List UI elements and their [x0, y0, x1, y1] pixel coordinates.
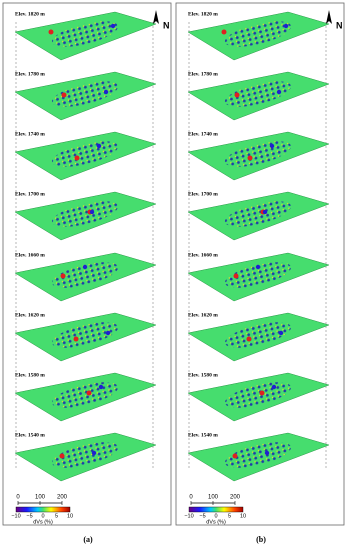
- colorbar: [15, 506, 71, 513]
- panel-frame: [175, 2, 345, 526]
- anomaly-spot: [283, 23, 289, 29]
- colorbar-tick-label: 0: [214, 513, 217, 519]
- anomaly-spot: [269, 143, 275, 149]
- velocity-anomaly: [224, 262, 292, 288]
- scale-label: 100: [35, 495, 46, 501]
- velocity-anomaly: [51, 81, 119, 107]
- colorbar: [188, 506, 244, 513]
- colorbar-tick-label: 10: [67, 513, 73, 519]
- north-arrow: [153, 10, 159, 24]
- colorbar-label: dVs (%): [33, 519, 53, 525]
- elevation-label: Elev. 1580 m: [188, 372, 218, 378]
- elevation-label: Elev. 1700 m: [188, 191, 218, 197]
- anomaly-spot: [110, 23, 116, 29]
- anomaly-spot: [60, 273, 66, 279]
- velocity-anomaly: [51, 141, 119, 167]
- anomaly-spot: [234, 92, 240, 98]
- velocity-anomaly: [51, 201, 119, 227]
- colorbar-tick-label: −10: [11, 513, 20, 519]
- anomaly-spot: [89, 209, 95, 215]
- anomaly-spot: [59, 453, 65, 459]
- elevation-label: Elev. 1740 m: [15, 131, 45, 137]
- colorbar-tick-label: 5: [228, 513, 231, 519]
- elevation-label: Elev. 1620 m: [188, 312, 218, 318]
- anomaly-spot: [255, 264, 261, 270]
- anomaly-spot: [61, 92, 67, 98]
- anomaly-spot: [98, 384, 104, 390]
- compass-label: N: [336, 20, 343, 30]
- anomaly-spot: [96, 143, 102, 149]
- anomaly-spot: [247, 155, 253, 161]
- anomaly-spot: [74, 155, 80, 161]
- elevation-label: Elev. 1700 m: [15, 191, 45, 197]
- velocity-anomaly: [51, 442, 119, 468]
- anomaly-spot: [259, 390, 265, 396]
- elevation-label: Elev. 1820 m: [15, 11, 45, 17]
- anomaly-spot: [221, 29, 227, 35]
- panel-label: (a): [83, 535, 93, 544]
- compass-label: N: [163, 20, 170, 30]
- anomaly-spot: [103, 89, 109, 95]
- colorbar-tick-label: 0: [41, 513, 44, 519]
- anomaly-spot: [48, 29, 54, 35]
- anomaly-spot: [91, 450, 97, 456]
- scale-label: 0: [189, 495, 193, 501]
- scale-label: 200: [230, 495, 241, 501]
- colorbar-tick-label: −10: [184, 513, 193, 519]
- anomaly-spot: [278, 330, 284, 336]
- elevation-label: Elev. 1620 m: [15, 312, 45, 318]
- colorbar-tick-label: 5: [55, 513, 58, 519]
- velocity-anomaly: [224, 141, 292, 167]
- anomaly-spot: [232, 453, 238, 459]
- elevation-label: Elev. 1820 m: [188, 11, 218, 17]
- colorbar-tick-label: −5: [199, 513, 205, 519]
- velocity-anomaly: [224, 322, 292, 348]
- anomaly-spot: [86, 390, 92, 396]
- panel-frame: [2, 2, 172, 526]
- velocity-anomaly: [224, 442, 292, 468]
- anomaly-spot: [271, 384, 277, 390]
- velocity-anomaly: [51, 21, 119, 47]
- anomaly-spot: [246, 336, 252, 342]
- anomaly-spot: [264, 450, 270, 456]
- colorbar-label: dVs (%): [206, 519, 226, 525]
- velocity-anomaly: [51, 262, 119, 288]
- elevation-label: Elev. 1540 m: [188, 432, 218, 438]
- anomaly-spot: [233, 273, 239, 279]
- elevation-label: Elev. 1540 m: [15, 432, 45, 438]
- north-arrow: [326, 10, 332, 24]
- anomaly-spot: [262, 209, 268, 215]
- elevation-label: Elev. 1660 m: [188, 252, 218, 258]
- panel-label: (b): [256, 535, 266, 544]
- colorbar-tick-label: 10: [240, 513, 246, 519]
- elevation-label: Elev. 1580 m: [15, 372, 45, 378]
- velocity-anomaly: [224, 21, 292, 47]
- anomaly-spot: [73, 336, 79, 342]
- velocity-anomaly: [51, 322, 119, 348]
- elevation-label: Elev. 1740 m: [188, 131, 218, 137]
- elevation-label: Elev. 1780 m: [188, 71, 218, 77]
- anomaly-spot: [276, 89, 282, 95]
- velocity-anomaly: [224, 201, 292, 227]
- anomaly-spot: [105, 330, 111, 336]
- colorbar-tick-label: −5: [26, 513, 32, 519]
- anomaly-spot: [82, 264, 88, 270]
- scale-label: 200: [57, 495, 68, 501]
- velocity-anomaly: [224, 81, 292, 107]
- elevation-label: Elev. 1780 m: [15, 71, 45, 77]
- scale-label: 100: [208, 495, 219, 501]
- elevation-label: Elev. 1660 m: [15, 252, 45, 258]
- scale-label: 0: [16, 495, 20, 501]
